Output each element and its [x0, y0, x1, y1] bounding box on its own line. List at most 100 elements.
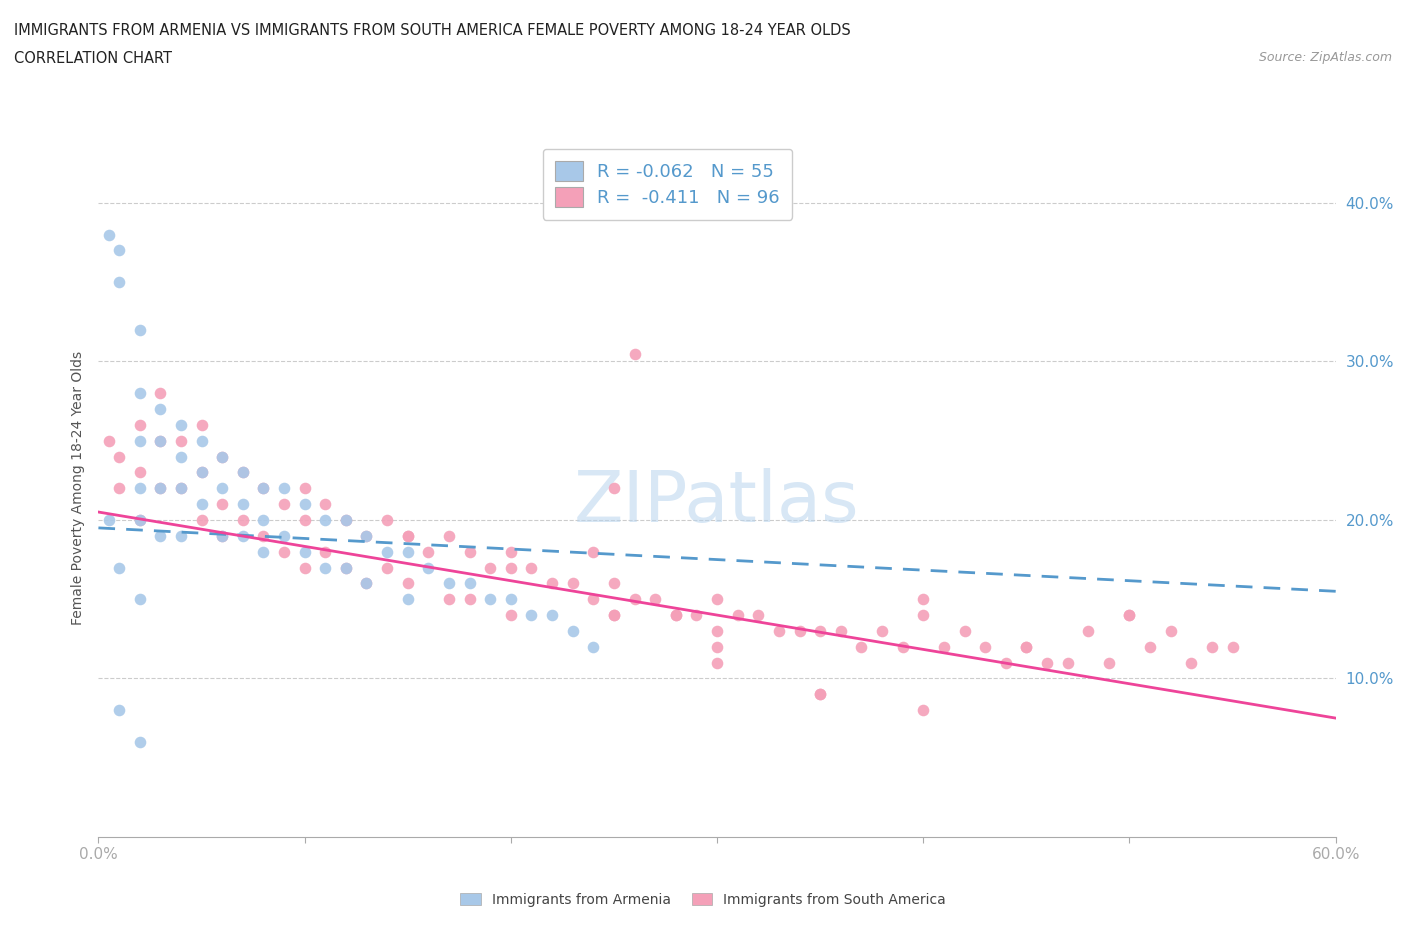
Point: [294, 481, 316, 496]
Point: [170, 481, 193, 496]
Text: CORRELATION CHART: CORRELATION CHART: [14, 51, 172, 66]
Point: [252, 481, 274, 496]
Point: [561, 576, 583, 591]
Point: [499, 591, 522, 606]
Point: [128, 465, 150, 480]
Point: [396, 528, 419, 543]
Point: [520, 560, 543, 575]
Point: [211, 449, 233, 464]
Point: [294, 512, 316, 527]
Point: [128, 735, 150, 750]
Point: [335, 512, 357, 527]
Point: [375, 560, 398, 575]
Point: [499, 607, 522, 622]
Point: [396, 576, 419, 591]
Point: [830, 623, 852, 638]
Point: [128, 386, 150, 401]
Legend: R = -0.062   N = 55, R =  -0.411   N = 96: R = -0.062 N = 55, R = -0.411 N = 96: [543, 149, 793, 219]
Point: [273, 528, 295, 543]
Point: [128, 418, 150, 432]
Point: [789, 623, 811, 638]
Point: [128, 433, 150, 448]
Point: [665, 607, 688, 622]
Point: [149, 433, 172, 448]
Point: [458, 544, 481, 559]
Point: [190, 465, 212, 480]
Point: [108, 560, 131, 575]
Point: [170, 481, 193, 496]
Point: [170, 528, 193, 543]
Point: [314, 560, 336, 575]
Point: [1098, 655, 1121, 670]
Point: [335, 512, 357, 527]
Point: [706, 639, 728, 654]
Point: [375, 512, 398, 527]
Point: [294, 544, 316, 559]
Point: [418, 560, 440, 575]
Point: [128, 323, 150, 338]
Point: [994, 655, 1017, 670]
Point: [1118, 607, 1140, 622]
Point: [252, 481, 274, 496]
Point: [97, 433, 120, 448]
Point: [108, 274, 131, 289]
Point: [912, 591, 935, 606]
Point: [211, 497, 233, 512]
Point: [808, 687, 831, 702]
Point: [211, 528, 233, 543]
Point: [149, 481, 172, 496]
Point: [582, 639, 605, 654]
Point: [211, 481, 233, 496]
Point: [665, 607, 688, 622]
Point: [437, 576, 460, 591]
Point: [356, 528, 378, 543]
Point: [149, 386, 172, 401]
Point: [499, 560, 522, 575]
Point: [706, 655, 728, 670]
Point: [232, 512, 254, 527]
Point: [273, 544, 295, 559]
Point: [190, 465, 212, 480]
Point: [170, 449, 193, 464]
Point: [396, 528, 419, 543]
Point: [623, 591, 645, 606]
Point: [541, 576, 564, 591]
Point: [97, 512, 120, 527]
Point: [603, 576, 626, 591]
Point: [252, 512, 274, 527]
Point: [211, 528, 233, 543]
Point: [768, 623, 790, 638]
Point: [603, 481, 626, 496]
Point: [356, 528, 378, 543]
Point: [623, 346, 645, 361]
Point: [1015, 639, 1038, 654]
Point: [273, 481, 295, 496]
Point: [747, 607, 769, 622]
Point: [396, 544, 419, 559]
Point: [1222, 639, 1244, 654]
Point: [561, 623, 583, 638]
Point: [1015, 639, 1038, 654]
Point: [1139, 639, 1161, 654]
Point: [1201, 639, 1223, 654]
Point: [808, 687, 831, 702]
Point: [706, 623, 728, 638]
Point: [603, 607, 626, 622]
Point: [252, 544, 274, 559]
Point: [314, 497, 336, 512]
Point: [974, 639, 997, 654]
Point: [149, 528, 172, 543]
Point: [582, 544, 605, 559]
Point: [314, 512, 336, 527]
Point: [149, 402, 172, 417]
Point: [97, 227, 120, 242]
Point: [479, 560, 502, 575]
Point: [128, 591, 150, 606]
Point: [932, 639, 955, 654]
Point: [808, 623, 831, 638]
Point: [891, 639, 914, 654]
Point: [356, 576, 378, 591]
Point: [232, 528, 254, 543]
Point: [335, 560, 357, 575]
Point: [870, 623, 893, 638]
